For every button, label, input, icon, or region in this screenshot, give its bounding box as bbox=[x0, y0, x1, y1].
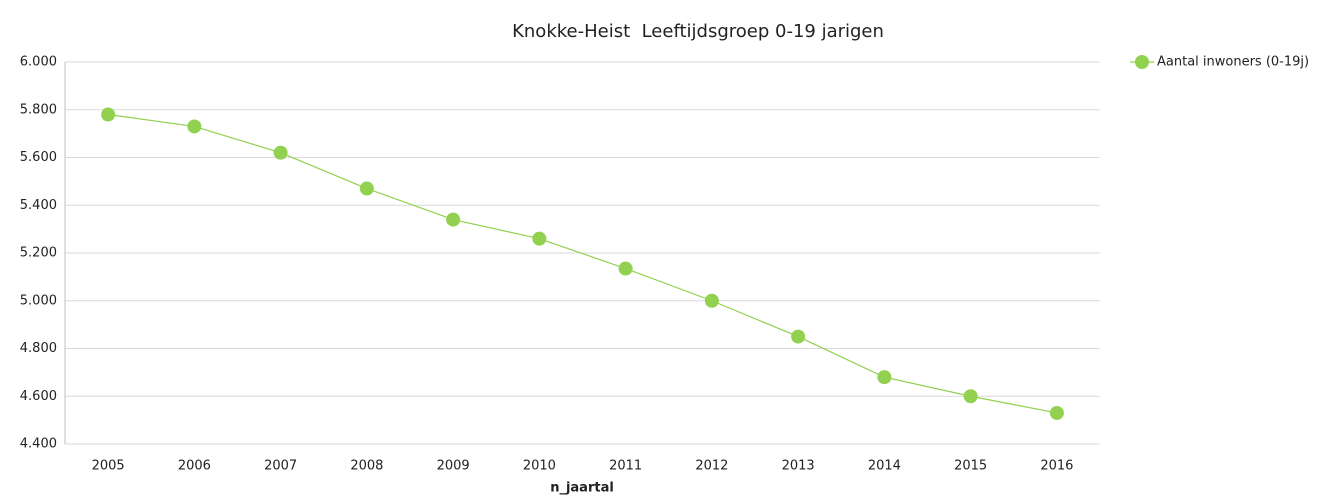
data-point bbox=[532, 231, 547, 246]
data-point bbox=[359, 181, 374, 196]
x-tick-label: 2008 bbox=[350, 459, 383, 474]
y-tick-label: 4.800 bbox=[20, 341, 57, 356]
y-tick-label: 6.000 bbox=[20, 55, 57, 70]
series-line bbox=[108, 113, 1057, 414]
y-tick-label: 5.800 bbox=[20, 102, 57, 117]
x-tick-label: 2005 bbox=[92, 459, 125, 474]
y-tick-label: 5.000 bbox=[20, 293, 57, 308]
x-tick-label: 2013 bbox=[782, 459, 815, 474]
y-tick-label: 5.600 bbox=[20, 150, 57, 165]
x-tick-label: 2010 bbox=[523, 459, 556, 474]
x-tick-label: 2007 bbox=[264, 459, 297, 474]
data-point bbox=[963, 389, 978, 404]
legend-label: Aantal inwoners (0-19j) bbox=[1157, 55, 1309, 70]
x-tick-label: 2012 bbox=[695, 459, 728, 474]
data-point bbox=[446, 212, 461, 227]
y-tick-label: 5.400 bbox=[20, 198, 57, 213]
y-tick-label: 4.400 bbox=[20, 437, 57, 452]
x-tick-label: 2015 bbox=[954, 459, 987, 474]
x-tick-label: 2016 bbox=[1040, 459, 1073, 474]
x-tick-label: 2009 bbox=[437, 459, 470, 474]
data-point bbox=[187, 119, 202, 134]
x-tick-label: 2006 bbox=[178, 459, 211, 474]
data-point bbox=[101, 107, 116, 122]
x-axis-label: n_jaartal bbox=[550, 481, 614, 496]
x-tick-label: 2014 bbox=[868, 459, 901, 474]
x-tick-label: 2011 bbox=[609, 459, 642, 474]
data-point bbox=[877, 370, 892, 385]
y-tick-label: 5.200 bbox=[20, 246, 57, 261]
data-point bbox=[618, 261, 633, 276]
data-point bbox=[704, 293, 719, 308]
data-point bbox=[1049, 405, 1064, 420]
data-point bbox=[791, 329, 806, 344]
data-point bbox=[273, 145, 288, 160]
y-tick-label: 4.600 bbox=[20, 389, 57, 404]
chart-title: Knokke-Heist Leeftijdsgroep 0-19 jarigen bbox=[512, 21, 884, 42]
